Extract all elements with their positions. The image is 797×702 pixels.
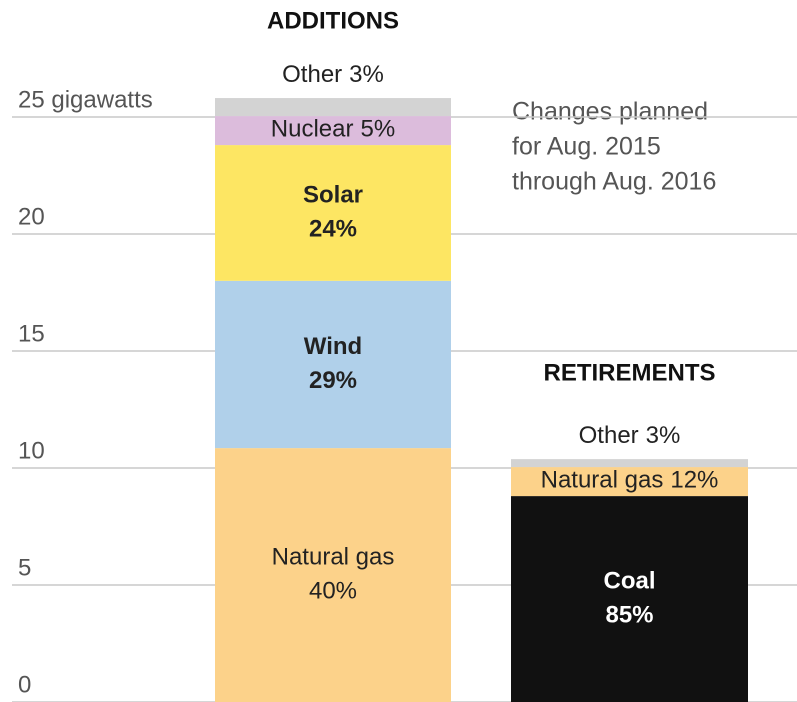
bar-segment [511, 467, 748, 497]
segment-label-group: Natural gas 12% [541, 467, 719, 494]
segment-label: Natural gas [541, 467, 664, 494]
bar-segment [215, 145, 451, 281]
annotation-line: for Aug. 2015 [512, 133, 661, 161]
segment-label: Wind [304, 333, 362, 360]
bar-segment [511, 459, 748, 468]
segment-label: Coal [603, 567, 655, 594]
category-title: ADDITIONS [267, 7, 399, 34]
bar-segment [215, 448, 451, 702]
annotation-line: through Aug. 2016 [512, 168, 716, 196]
segment-label-group: Other 3% [282, 61, 384, 88]
y-tick-label: 10 [18, 437, 45, 464]
segment-value-label: 29% [309, 367, 357, 394]
annotation: Changes planned for Aug. 2015 through Au… [512, 98, 716, 196]
segment-value-label: 12% [670, 467, 718, 494]
segment-value-label: 3% [349, 61, 384, 88]
y-tick-label: 5 [18, 554, 31, 581]
segment-label: Other [579, 422, 639, 449]
segment-value-label: 85% [605, 601, 653, 628]
y-tick-label: 0 [18, 671, 31, 698]
segment-label-group: Other 3% [579, 422, 681, 449]
segment-value-label: 3% [646, 422, 681, 449]
segment-value-label: 24% [309, 215, 357, 242]
y-tick-label: 25 gigawatts [18, 86, 153, 113]
bar-segment [215, 98, 451, 117]
bar-segment [511, 496, 748, 702]
segment-label: Nuclear [271, 116, 354, 143]
bar-segment [215, 116, 451, 146]
segment-label-group: Nuclear 5% [271, 116, 395, 143]
category-title: RETIREMENTS [543, 359, 715, 386]
segment-value-label: 40% [309, 577, 357, 604]
y-tick-label: 15 [18, 320, 45, 347]
segment-label: Solar [303, 181, 363, 208]
segment-value-label: 5% [361, 116, 396, 143]
annotation-line: Changes planned [512, 98, 708, 126]
segment-label: Natural gas [272, 543, 395, 570]
y-tick-label: 20 [18, 203, 45, 230]
segment-label: Other [282, 61, 342, 88]
bar-segment [215, 280, 451, 449]
